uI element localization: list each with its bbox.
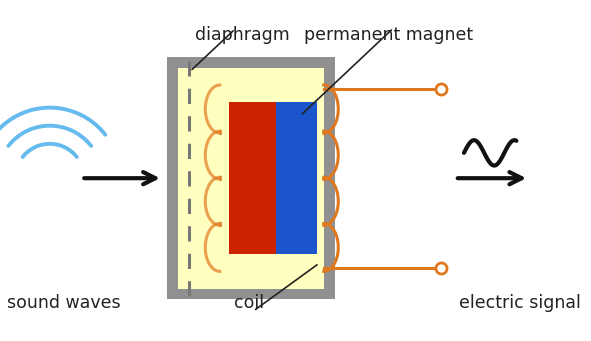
Bar bbox=[276, 102, 317, 254]
Text: diaphragm: diaphragm bbox=[195, 26, 290, 44]
Text: electric signal: electric signal bbox=[459, 294, 582, 312]
Bar bbox=[229, 102, 276, 254]
Text: permanent magnet: permanent magnet bbox=[304, 26, 473, 44]
Bar bbox=[178, 68, 324, 288]
Bar bbox=[167, 57, 335, 299]
Text: sound waves: sound waves bbox=[7, 294, 121, 312]
Text: coil: coil bbox=[233, 294, 264, 312]
